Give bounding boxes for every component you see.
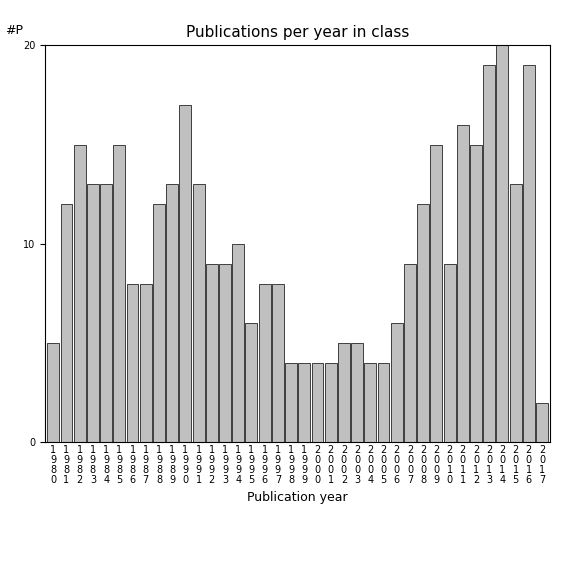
Bar <box>523 65 535 442</box>
Bar <box>193 184 205 442</box>
Bar <box>113 145 125 442</box>
X-axis label: Publication year: Publication year <box>247 490 348 503</box>
Bar <box>179 105 191 442</box>
Bar <box>219 264 231 442</box>
Bar <box>391 323 403 442</box>
Bar <box>285 363 297 442</box>
Bar <box>298 363 310 442</box>
Bar <box>443 264 455 442</box>
Bar <box>47 343 59 442</box>
Bar <box>232 244 244 442</box>
Text: #P: #P <box>5 24 23 37</box>
Bar <box>272 284 284 442</box>
Bar <box>404 264 416 442</box>
Bar <box>74 145 86 442</box>
Bar <box>483 65 495 442</box>
Bar <box>417 204 429 442</box>
Bar <box>259 284 270 442</box>
Bar <box>246 323 257 442</box>
Bar <box>100 184 112 442</box>
Bar <box>351 343 363 442</box>
Bar <box>126 284 138 442</box>
Bar <box>87 184 99 442</box>
Bar <box>166 184 178 442</box>
Bar <box>365 363 376 442</box>
Bar <box>497 45 509 442</box>
Bar <box>206 264 218 442</box>
Bar <box>430 145 442 442</box>
Bar <box>325 363 337 442</box>
Bar <box>338 343 350 442</box>
Title: Publications per year in class: Publications per year in class <box>186 25 409 40</box>
Bar <box>510 184 522 442</box>
Bar <box>378 363 390 442</box>
Bar <box>153 204 165 442</box>
Bar <box>470 145 482 442</box>
Bar <box>61 204 73 442</box>
Bar <box>536 403 548 442</box>
Bar <box>457 125 469 442</box>
Bar <box>311 363 323 442</box>
Bar <box>140 284 152 442</box>
